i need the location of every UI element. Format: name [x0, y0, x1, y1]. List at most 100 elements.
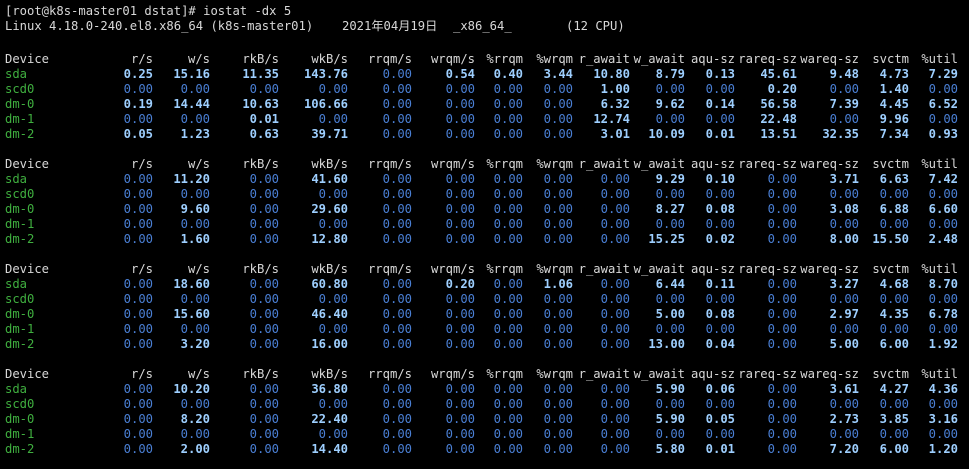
metric-value: 0.40 [493, 67, 523, 81]
metric-value: 2.48 [928, 232, 958, 246]
column-header: wkB/s [311, 52, 348, 66]
metric-value: 0.00 [123, 112, 153, 126]
table-row: dm-0 0.19 14.44 10.63 106.66 0.00 0.00 0.00 0.00… [0, 97, 969, 112]
metric-value: 0.00 [123, 397, 153, 411]
metric-value: 0.00 [928, 187, 958, 201]
device-name: scd0 [5, 292, 35, 306]
metric-value: 9.29 [655, 172, 685, 186]
metric-value: 0.00 [382, 322, 412, 336]
metric-value: 56.58 [760, 97, 797, 111]
metric-value: 0.00 [445, 202, 475, 216]
column-header: rkB/s [242, 52, 279, 66]
metric-value: 0.00 [829, 187, 859, 201]
metric-value: 0.00 [705, 112, 735, 126]
metric-value: 12.80 [311, 232, 348, 246]
metric-value: 0.00 [382, 337, 412, 351]
metric-value: 0.00 [382, 412, 412, 426]
column-header: w_await [633, 262, 685, 276]
column-header: wkB/s [311, 367, 348, 381]
device-name: dm-2 [5, 442, 35, 456]
column-header: r/s [130, 52, 153, 66]
metric-value: 0.00 [180, 427, 210, 441]
metric-value: 0.00 [318, 292, 348, 306]
column-header: r/s [130, 157, 153, 171]
metric-value: 0.00 [249, 172, 279, 186]
metric-value: 0.00 [445, 292, 475, 306]
metric-value: 0.00 [123, 202, 153, 216]
metric-value: 7.42 [928, 172, 958, 186]
metric-value: 13.51 [760, 127, 797, 141]
column-header: %wrqm [536, 367, 573, 381]
metric-value: 0.00 [249, 277, 279, 291]
metric-value: 3.27 [829, 277, 859, 291]
metric-value: 22.48 [760, 112, 797, 126]
metric-value: 0.00 [445, 427, 475, 441]
arch-info: _x86_64_ [453, 19, 512, 33]
metric-value: 15.16 [173, 67, 210, 81]
metric-value: 0.00 [543, 202, 573, 216]
metric-value: 1.20 [928, 442, 958, 456]
table-row: scd0 0.00 0.00 0.00 0.00 0.00 0.00 0.00 0.00 0.00… [0, 397, 969, 412]
metric-value: 0.00 [543, 412, 573, 426]
metric-value: 0.00 [445, 112, 475, 126]
metric-value: 0.00 [123, 382, 153, 396]
metric-value: 0.00 [123, 292, 153, 306]
metric-value: 0.00 [249, 307, 279, 321]
metric-value: 0.00 [180, 397, 210, 411]
metric-value: 0.00 [123, 232, 153, 246]
metric-value: 9.62 [655, 97, 685, 111]
metric-value: 5.90 [655, 412, 685, 426]
metric-value: 13.00 [648, 337, 685, 351]
metric-value: 0.00 [249, 232, 279, 246]
metric-value: 0.00 [382, 427, 412, 441]
metric-value: 0.00 [382, 232, 412, 246]
metric-value: 0.00 [829, 427, 859, 441]
date-info: 2021年04月19日 [342, 19, 438, 33]
metric-value: 0.00 [180, 112, 210, 126]
metric-value: 0.00 [767, 427, 797, 441]
metric-value: 0.00 [767, 442, 797, 456]
metric-value: 9.96 [879, 112, 909, 126]
column-header-row: Device r/s w/s rkB/s wkB/s rrqm/s wrqm/s %rrqm%… [0, 262, 969, 277]
metric-value: 0.08 [705, 202, 735, 216]
column-header: %rrqm [486, 262, 523, 276]
metric-value: 4.36 [928, 382, 958, 396]
column-header-device: Device [5, 262, 50, 276]
metric-value: 0.00 [493, 307, 523, 321]
metric-value: 0.00 [655, 112, 685, 126]
column-header-row: Device r/s w/s rkB/s wkB/s rrqm/s wrqm/s %rrqm%… [0, 157, 969, 172]
metric-value: 0.54 [445, 67, 475, 81]
column-header: %util [921, 52, 958, 66]
metric-value: 0.13 [705, 67, 735, 81]
metric-value: 0.00 [445, 82, 475, 96]
metric-value: 0.00 [493, 397, 523, 411]
table-row: dm-1 0.00 0.00 0.00 0.00 0.00 0.00 0.00 0.00 0.00… [0, 427, 969, 442]
metric-value: 0.11 [705, 277, 735, 291]
metric-value: 0.00 [318, 217, 348, 231]
metric-value: 0.00 [249, 292, 279, 306]
device-name: sda [5, 172, 28, 186]
column-header-row: Device r/s w/s rkB/s wkB/s rrqm/s wrqm/s %rrqm%… [0, 52, 969, 67]
metric-value: 0.00 [767, 202, 797, 216]
metric-value: 5.90 [655, 382, 685, 396]
metric-value: 1.00 [600, 82, 630, 96]
device-name: dm-0 [5, 202, 35, 216]
column-header-row: Device r/s w/s rkB/s wkB/s rrqm/s wrqm/s %rrqm%… [0, 367, 969, 382]
metric-value: 3.08 [829, 202, 859, 216]
metric-value: 0.19 [123, 97, 153, 111]
metric-value: 0.00 [493, 382, 523, 396]
metric-value: 14.44 [173, 97, 210, 111]
column-header: %wrqm [536, 157, 573, 171]
column-header: rareq-sz [738, 157, 797, 171]
metric-value: 0.00 [655, 427, 685, 441]
device-name: dm-1 [5, 112, 35, 126]
metric-value: 0.00 [655, 397, 685, 411]
metric-value: 0.00 [767, 292, 797, 306]
metric-value: 0.00 [928, 397, 958, 411]
metric-value: 0.00 [249, 412, 279, 426]
metric-value: 0.00 [829, 292, 859, 306]
metric-value: 0.00 [249, 382, 279, 396]
metric-value: 0.00 [928, 427, 958, 441]
metric-value: 0.00 [493, 427, 523, 441]
